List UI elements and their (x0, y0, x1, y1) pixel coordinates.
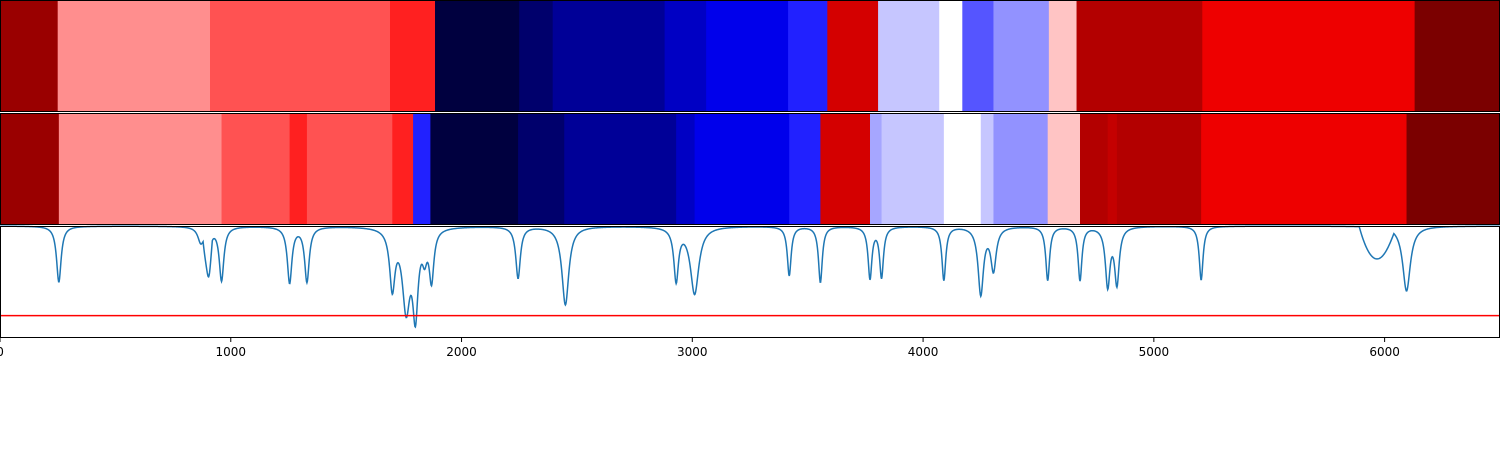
heatmap-cell-0-17 (1202, 0, 1416, 112)
heatmap-cell-0-4 (435, 0, 520, 112)
heatmap-cell-1-17 (980, 113, 994, 225)
heatmap-cell-1-12 (789, 113, 821, 225)
heatmap-cell-1-22 (1116, 113, 1202, 225)
heatmap-cell-0-18 (1414, 0, 1500, 112)
heatmap-cell-0-14 (993, 0, 1050, 112)
heatmap-cell-0-3 (390, 0, 436, 112)
heatmap-cell-0-8 (706, 0, 789, 112)
heatmap-cell-0-9 (788, 0, 828, 112)
heatmap-cell-1-7 (430, 113, 519, 225)
heatmap-cell-1-21 (1107, 113, 1118, 225)
heatmap-cell-1-4 (306, 113, 393, 225)
heatmap-cell-0-15 (1048, 0, 1078, 112)
heatmap-cell-1-5 (392, 113, 414, 225)
heatmap-cell-0-11 (878, 0, 940, 112)
heatmap-cell-1-23 (1201, 113, 1408, 225)
x-tick-label-6: 6000 (1369, 345, 1400, 359)
x-tick-label-3: 3000 (677, 345, 708, 359)
heatmap-cell-1-6 (413, 113, 431, 225)
heatmap-cell-0-13 (962, 0, 994, 112)
heatmap-cell-1-8 (518, 113, 565, 225)
heatmap-cell-1-24 (1406, 113, 1500, 225)
heatmap-cell-0-0 (0, 0, 59, 112)
x-tick-label-5: 5000 (1139, 345, 1170, 359)
heatmap-panel-bottom (0, 113, 1500, 225)
heatmap-cell-0-1 (57, 0, 211, 112)
x-tick-label-2: 2000 (446, 345, 477, 359)
heatmap-cell-1-19 (1047, 113, 1081, 225)
x-tick-label-0: 0 (0, 345, 4, 359)
heatmap-cell-1-11 (694, 113, 790, 225)
heatmap-cell-1-0 (0, 113, 60, 225)
heatmap-cell-1-16 (943, 113, 982, 225)
heatmap-cell-1-20 (1080, 113, 1109, 225)
heatmap-cell-0-12 (939, 0, 963, 112)
heatmap-cell-0-10 (827, 0, 879, 112)
heatmap-cell-0-5 (519, 0, 554, 112)
heatmap-cell-1-2 (221, 113, 291, 225)
heatmap-cell-1-18 (993, 113, 1049, 225)
heatmap-cell-1-14 (870, 113, 883, 225)
heatmap-cell-1-3 (289, 113, 308, 225)
x-tick-label-4: 4000 (908, 345, 939, 359)
heatmap-cell-0-6 (552, 0, 666, 112)
heatmap-cell-1-15 (881, 113, 945, 225)
heatmap-cell-1-10 (676, 113, 696, 225)
heatmap-cell-1-1 (58, 113, 223, 225)
line-panel (0, 225, 1500, 329)
heatmap-cell-0-16 (1076, 0, 1203, 112)
heatmap-cell-0-2 (210, 0, 391, 112)
heatmap-cell-1-9 (564, 113, 677, 225)
heatmap-cell-0-7 (664, 0, 707, 112)
x-axis: 0 1000 2000 3000 4000 5000 6000 (0, 338, 1400, 359)
heatmap-panel-top (0, 0, 1500, 112)
signal-line (0, 225, 1500, 329)
heatmap-cell-1-13 (820, 113, 871, 225)
x-tick-label-1: 1000 (215, 345, 246, 359)
